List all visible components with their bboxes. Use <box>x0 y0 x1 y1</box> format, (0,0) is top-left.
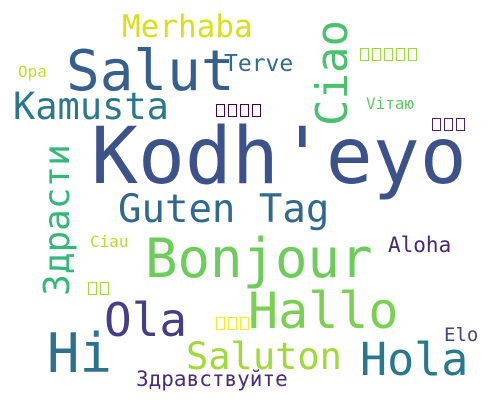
word-terve: Terve <box>224 51 294 77</box>
word-hola: Hola <box>360 333 469 386</box>
word-elo: Elo <box>444 324 479 346</box>
word-ola: Ola <box>104 293 188 347</box>
word-guten-tag: Guten Tag <box>118 187 330 232</box>
word-zdravstvuyte: Здравствуйте <box>136 367 288 391</box>
word-aloha: Aloha <box>388 233 452 257</box>
glyph-box-word-3a <box>432 118 468 134</box>
word-bonjour: Bonjour <box>145 227 373 290</box>
word-salut: Salut <box>66 39 235 104</box>
glyph-box-word-3b <box>216 317 252 333</box>
word-kodheyo: Kodh'eyo <box>91 112 467 202</box>
word-merhaba: Merhaba <box>122 9 253 45</box>
word-hallo: Hallo <box>248 282 399 340</box>
word-ciao: Ciao <box>306 20 358 126</box>
word-vitayu: Vітаю <box>366 94 415 113</box>
glyph-box-word-2 <box>88 282 112 298</box>
word-ciau: Ciau <box>90 232 129 251</box>
word-zdrasti: Здрасти <box>36 144 78 296</box>
word-opa: Opa <box>18 62 47 81</box>
glyph-box-word-4 <box>216 104 264 120</box>
word-kamusta: Kamusta <box>13 85 169 128</box>
word-saluton: Saluton <box>186 335 342 378</box>
glyph-box-word-5 <box>360 48 420 64</box>
word-hi: Hi <box>47 322 113 385</box>
